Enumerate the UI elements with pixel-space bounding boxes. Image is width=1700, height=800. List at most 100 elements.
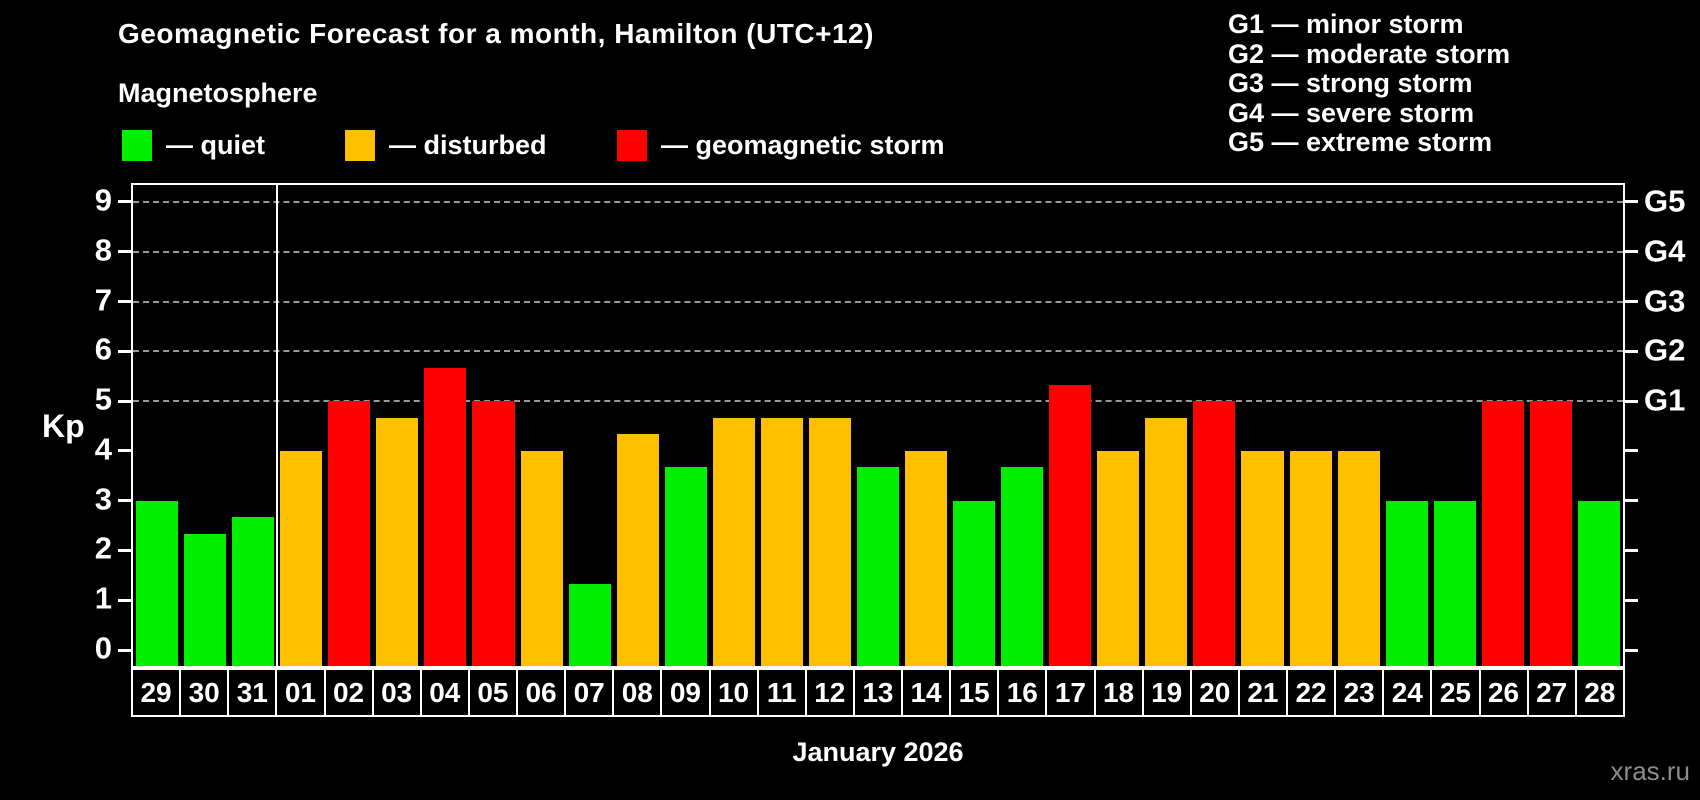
x-axis-day-labels: 29 30 31 01 02 03 04 05 06 07 08 09 10 11 12 13 14 15 16 17… (131, 668, 1625, 717)
day-label-19: 19 (1144, 670, 1192, 715)
day-label-16: 16 (999, 670, 1048, 715)
gridline-kp-9 (133, 200, 1623, 203)
day-label-28: 28 (1584, 676, 1616, 708)
day-label-25: 25 (1432, 670, 1481, 715)
bar-day-13 (856, 467, 900, 666)
bar-day-22 (1289, 450, 1332, 666)
left-tick-kp-7 (118, 300, 131, 304)
legend-item-quiet: — quiet (122, 130, 265, 161)
left-tick-kp-1 (118, 598, 131, 602)
bar-day-27 (1529, 401, 1572, 666)
day-label-30: 30 (181, 670, 230, 715)
legend-label-quiet: — quiet (166, 130, 265, 160)
right-tick-kp-0 (1625, 648, 1638, 652)
storm-scale-line-5: G5 — extreme storm (1228, 127, 1493, 158)
bar-day-02 (328, 401, 371, 666)
right-tick-kp-2 (1625, 548, 1638, 552)
gridline-kp-5 (133, 400, 1623, 403)
y-axis-label-5: 5 (94, 381, 112, 417)
day-label-12: 12 (807, 670, 855, 715)
x-axis-title: January 2026 (792, 737, 964, 767)
day-label-05: 05 (470, 670, 518, 715)
bar-day-04 (424, 367, 467, 666)
bar-day-16 (1001, 467, 1044, 666)
bar-day-14 (905, 450, 948, 666)
y-axis-label-1: 1 (94, 580, 112, 616)
right-tick-kp-1 (1625, 598, 1638, 602)
left-tick-kp-6 (118, 349, 131, 353)
day-label-24: 24 (1384, 670, 1433, 715)
day-label-07: 07 (566, 670, 615, 715)
left-tick-kp-4 (118, 449, 131, 453)
page-title: Geomagnetic Forecast for a month, Hamilt… (118, 18, 874, 49)
left-tick-kp-8 (118, 250, 131, 254)
day-label-31: 31 (229, 670, 278, 715)
right-tick-kp-4 (1625, 449, 1638, 453)
right-axis-label-G3: G3 (1644, 282, 1686, 318)
y-axis-label-0: 0 (94, 630, 112, 666)
bar-day-29 (136, 500, 179, 666)
legend-label-disturbed: — disturbed (389, 130, 547, 160)
left-tick-kp-0 (118, 648, 131, 652)
legend-swatch-storm (617, 130, 647, 161)
watermark: xras.ru (1610, 756, 1690, 786)
day-label-06: 06 (518, 670, 567, 715)
bar-day-09 (664, 467, 707, 666)
legend-swatch-disturbed (345, 130, 375, 161)
bar-day-24 (1385, 500, 1428, 666)
gridline-kp-6 (133, 350, 1623, 353)
right-tick-kp-8 (1625, 250, 1638, 254)
bar-day-03 (376, 417, 419, 666)
legend-swatch-quiet (122, 130, 152, 161)
y-axis-label-8: 8 (94, 232, 112, 268)
day-label-04: 04 (422, 670, 470, 715)
day-label-11: 11 (759, 670, 807, 715)
day-label-01: 01 (277, 670, 326, 715)
day-label-02: 02 (326, 670, 374, 715)
storm-scale-line-2: G2 — moderate storm (1228, 38, 1511, 69)
bar-day-06 (520, 450, 563, 666)
bar-day-18 (1097, 450, 1140, 666)
day-label-23: 23 (1336, 670, 1385, 715)
bar-day-28 (1577, 500, 1620, 666)
bar-day-17 (1049, 384, 1092, 666)
day-label-22: 22 (1288, 670, 1337, 715)
legend-item-storm: — geomagnetic storm (617, 130, 945, 161)
bar-day-12 (808, 417, 851, 666)
left-tick-kp-5 (118, 399, 131, 403)
left-tick-kp-2 (118, 548, 131, 552)
right-tick-kp-3 (1625, 499, 1638, 503)
y-axis-label-3: 3 (94, 481, 112, 517)
day-label-08: 08 (614, 670, 663, 715)
right-axis-label-G2: G2 (1644, 332, 1686, 368)
left-tick-kp-3 (118, 499, 131, 503)
right-axis-label-G1: G1 (1644, 382, 1686, 418)
storm-scale-line-4: G4 — severe storm (1228, 97, 1475, 128)
right-tick-kp-9 (1625, 200, 1638, 204)
right-tick-kp-5 (1625, 399, 1638, 403)
plot-area (131, 183, 1625, 668)
day-label-18: 18 (1096, 670, 1144, 715)
storm-scale-line-3: G3 — strong storm (1228, 68, 1473, 99)
bar-day-15 (953, 500, 996, 666)
bar-day-31 (232, 517, 275, 666)
bar-day-30 (184, 534, 227, 666)
day-label-13: 13 (855, 670, 903, 715)
left-tick-kp-9 (118, 200, 131, 204)
y-axis-label-9: 9 (94, 182, 112, 218)
bar-day-23 (1337, 450, 1380, 666)
y-axis-label-4: 4 (94, 431, 112, 467)
bar-day-26 (1481, 401, 1524, 666)
bar-day-10 (712, 417, 755, 666)
day-label-26: 26 (1481, 670, 1529, 715)
day-label-14: 14 (903, 670, 952, 715)
gridline-kp-7 (133, 300, 1623, 303)
bar-day-08 (616, 434, 659, 666)
day-label-29: 29 (133, 670, 182, 715)
bar-day-07 (568, 583, 611, 666)
day-label-10: 10 (711, 670, 759, 715)
y-axis-label-2: 2 (94, 530, 112, 566)
month-separator-line (276, 185, 279, 666)
chart-subtitle: Magnetosphere (118, 78, 318, 108)
